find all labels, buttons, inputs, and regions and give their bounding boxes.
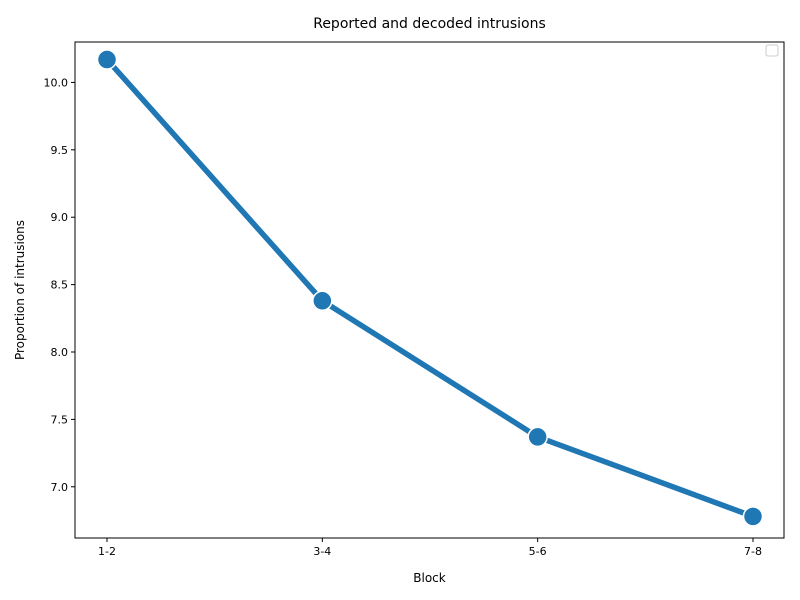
- y-tick-label: 7.5: [51, 413, 69, 426]
- x-axis-label: Block: [413, 571, 446, 585]
- data-point: [527, 426, 548, 448]
- series-layer: [96, 49, 764, 527]
- x-tick-label: 7-8: [744, 545, 762, 558]
- chart-title: Reported and decoded intrusions: [313, 16, 546, 32]
- data-point: [312, 290, 333, 312]
- y-tick-label: 9.5: [51, 144, 69, 157]
- plot-area-frame: [74, 41, 785, 539]
- data-point: [96, 49, 118, 70]
- x-tick-label: 5-6: [529, 545, 547, 558]
- y-tick-label: 9.0: [51, 211, 69, 224]
- x-axis-ticks: 1-2 3-4 5-6 7-8: [98, 538, 762, 558]
- legend-box: [765, 44, 779, 57]
- legend: [765, 44, 779, 57]
- y-tick-label: 8.0: [51, 346, 69, 359]
- series-line: [104, 57, 754, 520]
- y-axis-ticks: 7.0 7.5 8.0 8.5 9.0 9.5 10.0: [44, 76, 75, 494]
- data-point: [742, 506, 764, 527]
- y-axis-label: Proportion of intrusions: [13, 220, 27, 360]
- x-tick-label: 3-4: [313, 545, 331, 558]
- x-tick-label: 1-2: [98, 545, 116, 558]
- y-tick-label: 7.0: [51, 481, 69, 494]
- y-tick-label: 8.5: [51, 279, 69, 292]
- y-tick-label: 10.0: [44, 76, 69, 89]
